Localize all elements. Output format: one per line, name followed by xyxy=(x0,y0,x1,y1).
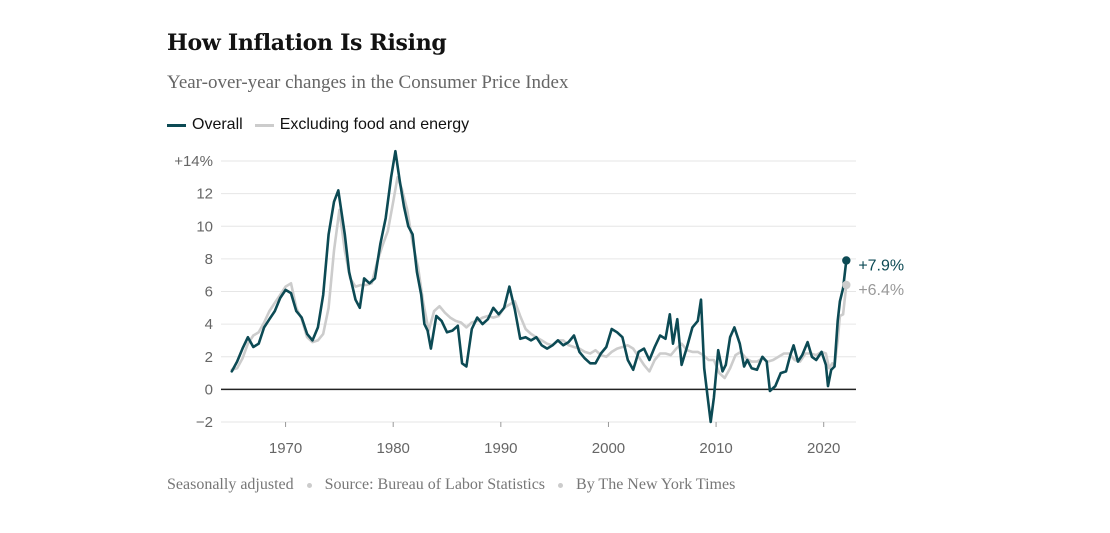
end-point-overall xyxy=(842,256,851,265)
y-tick-label: 8 xyxy=(205,251,213,268)
y-tick-label: 12 xyxy=(196,186,213,203)
end-label-core: +6.4% xyxy=(858,282,904,299)
legend-swatch-overall xyxy=(167,123,186,127)
y-tick-label: 6 xyxy=(205,284,213,301)
end-point-core xyxy=(842,280,851,290)
x-tick-label: 1990 xyxy=(484,440,517,457)
footer-note: Seasonally adjusted xyxy=(167,476,294,493)
footer-byline: By The New York Times xyxy=(576,476,736,493)
legend-swatch-core xyxy=(254,123,274,127)
x-tick-label: 1970 xyxy=(269,440,302,457)
legend-label-core: Excluding food and energy xyxy=(279,116,470,133)
legend: Overall Excluding food and energy xyxy=(167,116,481,134)
gridlines xyxy=(221,160,856,423)
y-tick-label: 2 xyxy=(205,349,213,366)
chart-title: How Inflation Is Rising xyxy=(167,30,447,56)
y-axis-ticks: +14% 12 10 8 6 4 2 0 −2 xyxy=(174,153,213,431)
chart-subtitle: Year-over-year changes in the Consumer P… xyxy=(167,72,569,93)
y-tick-label: 0 xyxy=(205,381,213,398)
end-label-overall: +7.9% xyxy=(858,258,904,275)
x-tick-label: 2010 xyxy=(699,440,732,457)
y-tick-label: 4 xyxy=(205,316,213,333)
footer-source: Source: Bureau of Labor Statistics xyxy=(324,476,546,493)
end-labels: +7.9% +6.4% xyxy=(842,256,904,299)
x-tick-label: 1980 xyxy=(377,440,410,457)
legend-item-core: Excluding food and energy xyxy=(254,116,470,134)
x-tick-label: 2000 xyxy=(592,440,625,457)
y-tick-label: 10 xyxy=(196,218,213,235)
y-tick-label: −2 xyxy=(196,414,213,431)
footer-separator-dot xyxy=(558,482,564,488)
series-lines xyxy=(230,149,848,424)
series-line-core xyxy=(230,176,848,380)
series-line-overall xyxy=(230,149,848,424)
footer-separator-dot xyxy=(306,482,312,488)
y-tick-label: +14% xyxy=(174,153,213,170)
x-tick-label: 2020 xyxy=(807,440,840,457)
x-axis-ticks: 1970 1980 1990 2000 2010 2020 xyxy=(269,422,840,457)
legend-label-overall: Overall xyxy=(192,116,243,133)
legend-item-overall: Overall xyxy=(167,116,243,134)
chart-footer: Seasonally adjusted Source: Bureau of La… xyxy=(167,476,735,494)
